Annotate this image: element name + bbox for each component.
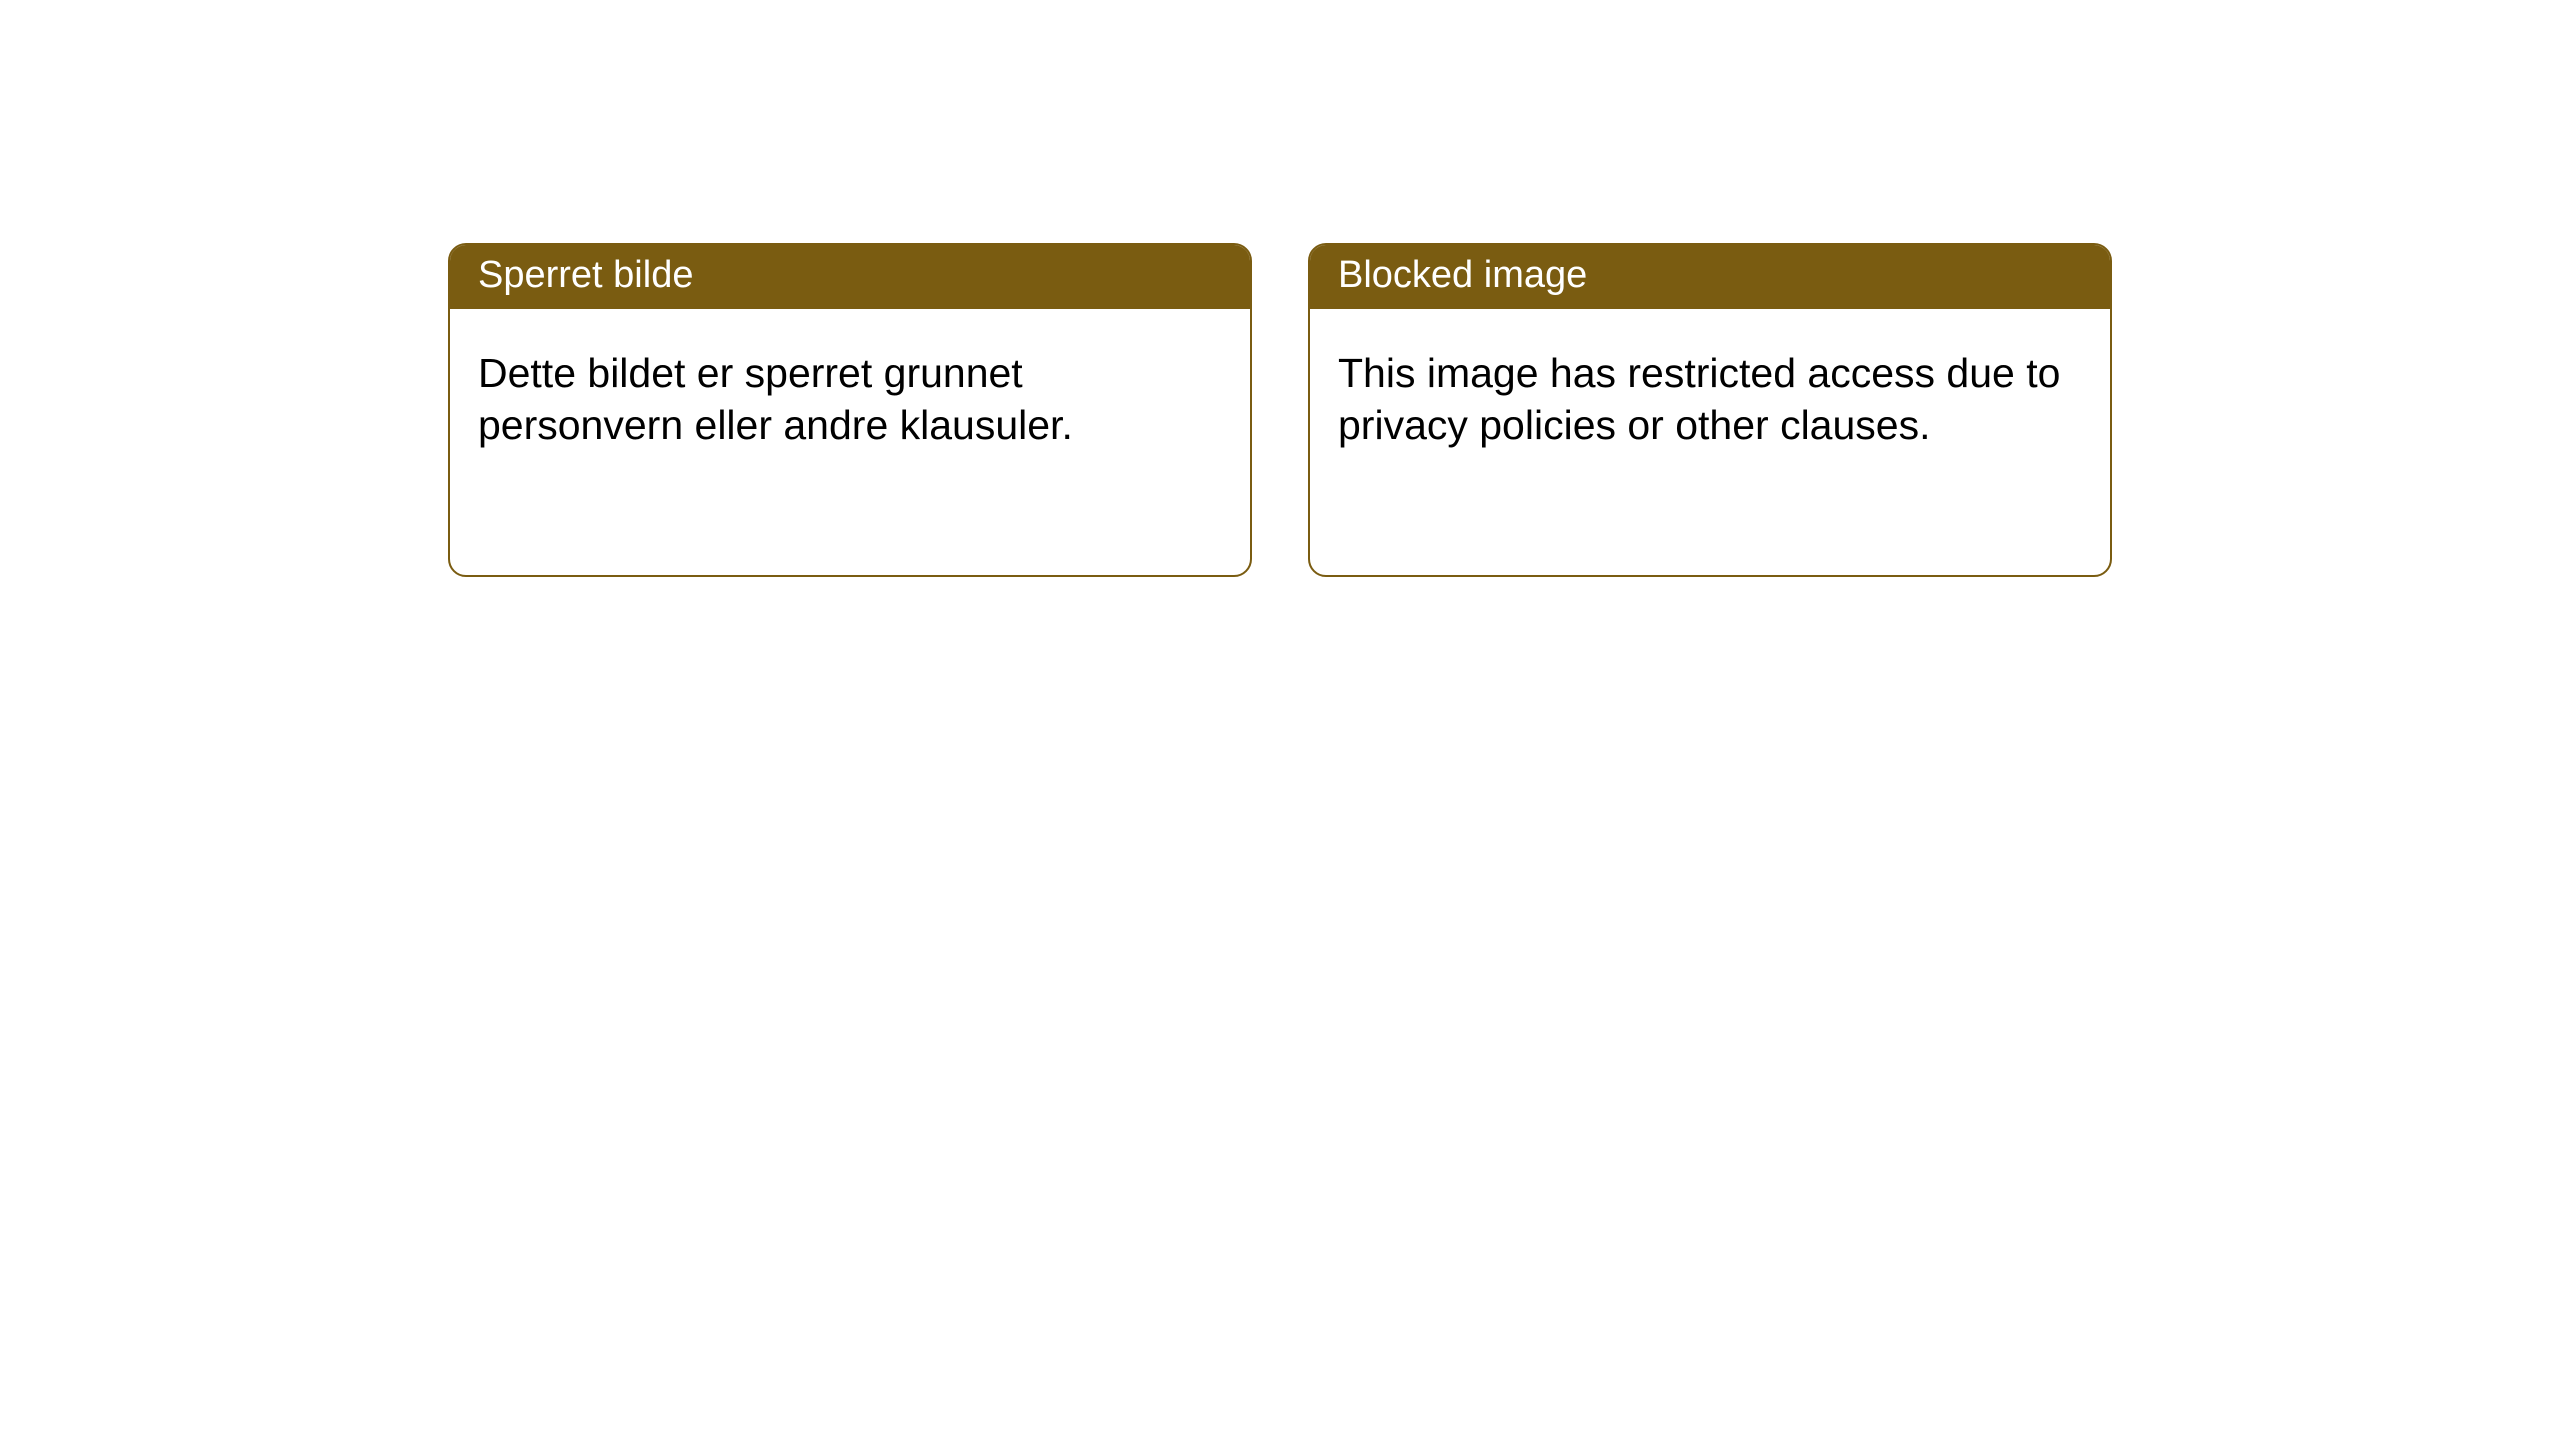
- notice-body-norwegian: Dette bildet er sperret grunnet personve…: [450, 309, 1250, 479]
- notice-title-norwegian: Sperret bilde: [450, 245, 1250, 309]
- notice-card-english: Blocked image This image has restricted …: [1308, 243, 2112, 577]
- notice-title-english: Blocked image: [1310, 245, 2110, 309]
- notice-card-norwegian: Sperret bilde Dette bildet er sperret gr…: [448, 243, 1252, 577]
- notice-body-english: This image has restricted access due to …: [1310, 309, 2110, 479]
- notice-container: Sperret bilde Dette bildet er sperret gr…: [0, 0, 2560, 577]
